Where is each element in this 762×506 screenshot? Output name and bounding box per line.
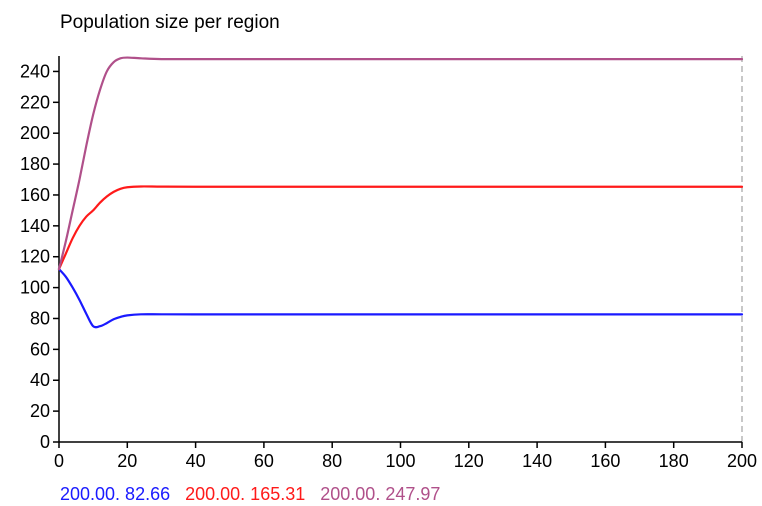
y-tick-label: 80	[30, 308, 50, 328]
series-layer	[57, 56, 744, 329]
y-tick-label: 180	[20, 154, 50, 174]
y-tick-label: 60	[30, 339, 50, 359]
y-tick-label: 100	[20, 278, 50, 298]
y-tick-label: 220	[20, 92, 50, 112]
x-tick-label: 100	[385, 451, 415, 471]
x-tick-label: 200	[727, 451, 757, 471]
cursor-readouts: 200.00. 82.66 200.00. 165.31 200.00. 247…	[60, 484, 450, 505]
x-tick-label: 80	[322, 451, 342, 471]
y-tick-label: 140	[20, 216, 50, 236]
x-tick-label: 120	[454, 451, 484, 471]
series-line-2	[57, 185, 744, 271]
y-tick-label: 40	[30, 370, 50, 390]
x-tick-label: 160	[590, 451, 620, 471]
chart-title: Population size per region	[60, 12, 280, 33]
x-tick-label: 0	[54, 451, 64, 471]
x-tick-label: 20	[117, 451, 137, 471]
series-line-1	[57, 267, 744, 329]
readout-series-1: 200.00. 82.66	[60, 484, 171, 504]
y-tick-label: 160	[20, 185, 50, 205]
series-line-3	[57, 56, 744, 271]
y-tick-label: 120	[20, 247, 50, 267]
readout-series-2: 200.00. 165.31	[185, 484, 306, 504]
axes: 0 20 40 60 80 100 120 140 160 180 200 220 240 0 20 40 60…	[20, 56, 757, 471]
y-tick-label: 0	[40, 432, 50, 452]
y-tick-label: 200	[20, 123, 50, 143]
x-tick-label: 180	[659, 451, 689, 471]
x-tick-label: 140	[522, 451, 552, 471]
y-tick-label: 240	[20, 61, 50, 81]
x-tick-label: 60	[254, 451, 274, 471]
x-tick-label: 40	[186, 451, 206, 471]
y-tick-label: 20	[30, 401, 50, 421]
readout-series-3: 200.00. 247.97	[320, 484, 441, 504]
